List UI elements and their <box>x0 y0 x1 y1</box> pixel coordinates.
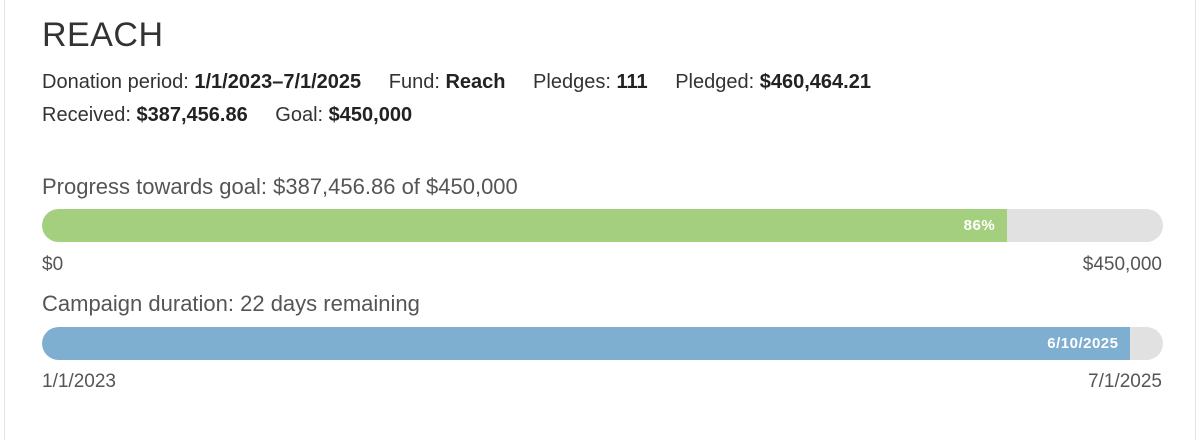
fund: Fund: Reach <box>389 71 506 93</box>
pledges-label: Pledges: <box>533 71 611 93</box>
fund-value: Reach <box>445 71 506 93</box>
fund-label: Fund: <box>388 71 440 93</box>
received: Received: $387,456.86 <box>42 104 248 126</box>
goal-progress-fill: 86% <box>42 209 1008 242</box>
goal: Goal: $450,000 <box>275 104 412 126</box>
campaign-summary-line-1: Donation period: 1/1/2023–7/1/2025 Fund:… <box>42 71 893 94</box>
pledged-value: $460,464.21 <box>759 71 871 93</box>
duration-progress-label: Campaign duration: 22 days remaining <box>42 291 420 316</box>
pledges: Pledges: 111 <box>533 71 648 93</box>
campaign-card: REACH Donation period: 1/1/2023–7/1/2025… <box>4 0 1196 440</box>
pledged: Pledged: $460,464.21 <box>675 71 871 93</box>
duration-current-date: 6/10/2025 <box>1047 335 1119 352</box>
goal-progress-label: Progress towards goal: $387,456.86 of $4… <box>42 174 518 199</box>
goal-progress-percent: 86% <box>963 217 996 234</box>
duration-progress-fill: 6/10/2025 <box>42 327 1131 360</box>
duration-progress-bar: 6/10/2025 <box>42 327 1163 360</box>
donation-period-value: 1/1/2023–7/1/2025 <box>194 71 362 93</box>
received-label: Received: <box>42 104 131 126</box>
received-value: $387,456.86 <box>136 104 248 126</box>
donation-period-label: Donation period: <box>42 71 189 93</box>
goal-label: Goal: <box>275 104 324 126</box>
goal-value: $450,000 <box>328 104 413 126</box>
pledges-value: 111 <box>616 71 648 93</box>
goal-progress-bar: 86% <box>42 209 1163 242</box>
donation-period: Donation period: 1/1/2023–7/1/2025 <box>42 71 361 93</box>
campaign-summary-line-2: Received: $387,456.86 Goal: $450,000 <box>42 104 434 127</box>
goal-min-label: $0 <box>42 254 64 275</box>
goal-max-label: $450,000 <box>1082 254 1162 275</box>
duration-end-label: 7/1/2025 <box>1088 371 1162 392</box>
pledged-label: Pledged: <box>675 71 755 93</box>
campaign-title: REACH <box>42 16 164 54</box>
duration-start-label: 1/1/2023 <box>42 371 116 392</box>
